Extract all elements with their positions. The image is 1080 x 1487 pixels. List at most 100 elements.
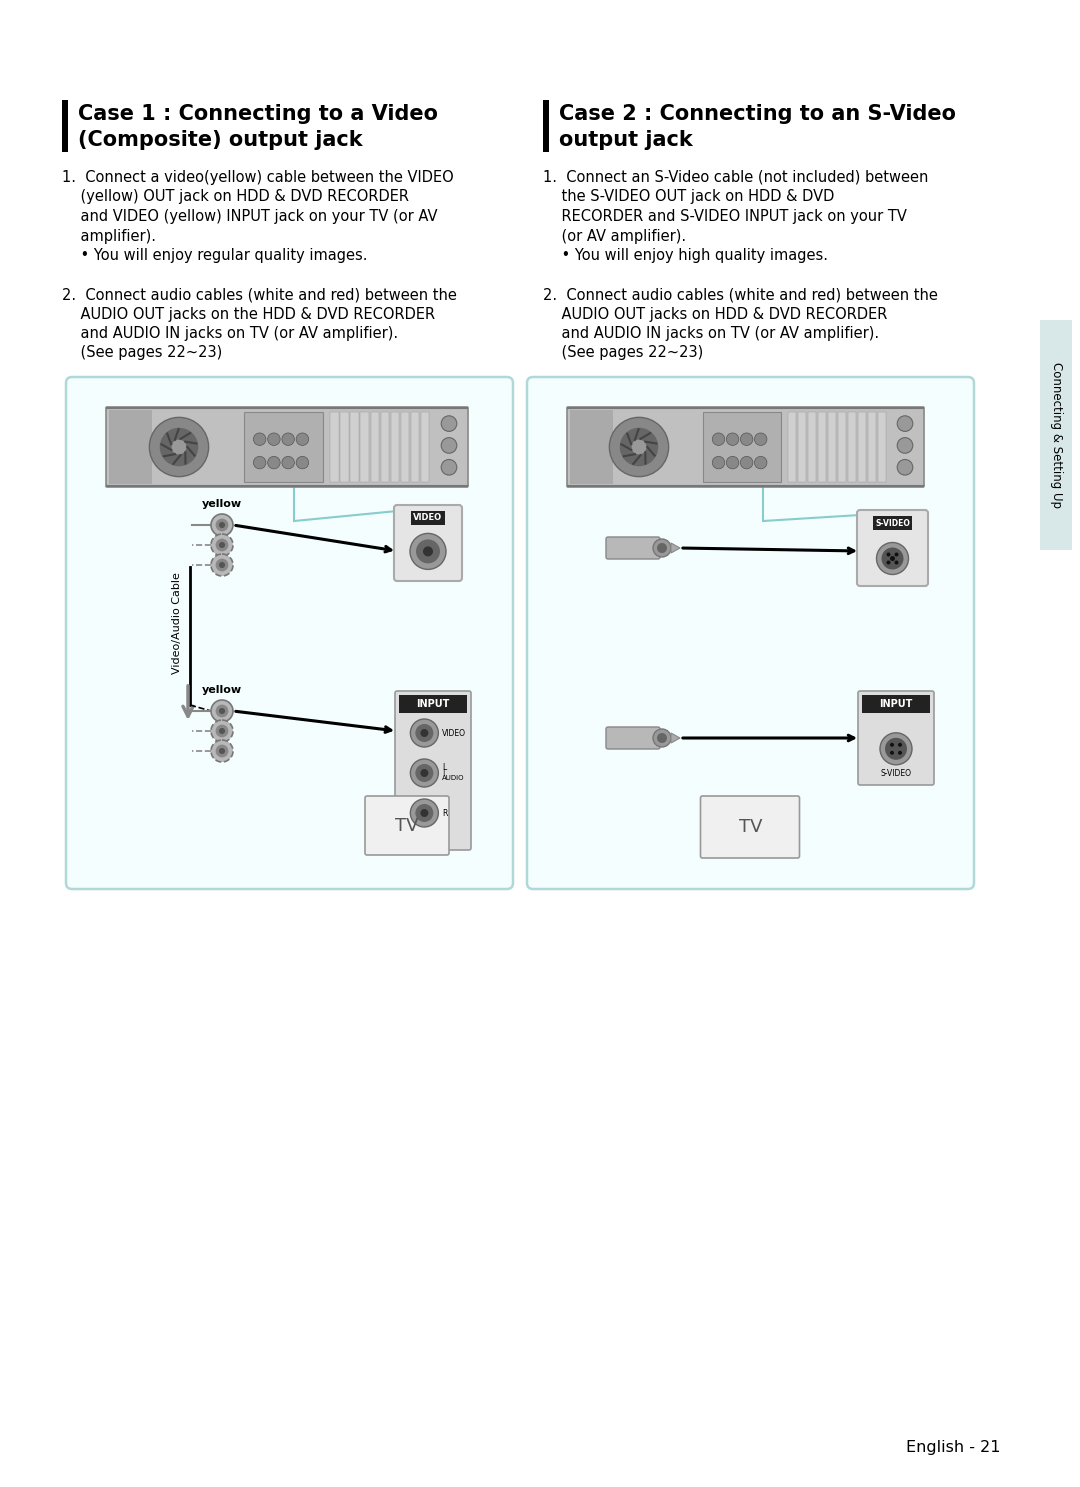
Circle shape	[713, 457, 725, 468]
Circle shape	[755, 457, 767, 468]
Bar	[818, 412, 826, 482]
Text: VIDEO: VIDEO	[443, 729, 467, 738]
Text: (Composite) output jack: (Composite) output jack	[78, 129, 363, 150]
Circle shape	[877, 543, 908, 574]
Circle shape	[890, 556, 895, 561]
Bar	[858, 412, 866, 482]
Circle shape	[211, 555, 233, 575]
Circle shape	[894, 553, 899, 556]
Text: Connecting & Setting Up: Connecting & Setting Up	[1050, 361, 1063, 509]
Circle shape	[410, 534, 446, 570]
Bar	[421, 412, 430, 482]
Circle shape	[727, 433, 739, 446]
Text: S-VIDEO: S-VIDEO	[875, 519, 910, 528]
Text: R: R	[443, 809, 448, 818]
Circle shape	[172, 440, 187, 455]
Circle shape	[897, 437, 913, 454]
Circle shape	[897, 459, 913, 474]
Circle shape	[653, 538, 671, 558]
Polygon shape	[671, 543, 680, 553]
Circle shape	[410, 758, 438, 787]
Circle shape	[254, 457, 266, 468]
Text: 1.  Connect a video(yellow) cable between the VIDEO: 1. Connect a video(yellow) cable between…	[62, 170, 454, 184]
Circle shape	[653, 729, 671, 746]
Text: and AUDIO IN jacks on TV (or AV amplifier).: and AUDIO IN jacks on TV (or AV amplifie…	[62, 326, 399, 341]
Circle shape	[416, 724, 433, 742]
Text: TV: TV	[739, 818, 762, 836]
Text: (yellow) OUT jack on HDD & DVD RECORDER: (yellow) OUT jack on HDD & DVD RECORDER	[62, 189, 409, 205]
Circle shape	[216, 559, 228, 571]
Text: (See pages 22~23): (See pages 22~23)	[543, 345, 703, 360]
Circle shape	[420, 729, 429, 738]
Circle shape	[890, 751, 894, 755]
FancyBboxPatch shape	[394, 506, 462, 581]
Text: yellow: yellow	[202, 500, 242, 509]
Circle shape	[442, 416, 457, 431]
Bar	[867, 412, 876, 482]
Text: • You will enjoy regular quality images.: • You will enjoy regular quality images.	[62, 248, 367, 263]
Bar	[848, 412, 856, 482]
Circle shape	[620, 428, 659, 467]
Circle shape	[442, 459, 457, 474]
Bar	[401, 412, 409, 482]
Circle shape	[416, 540, 440, 564]
Circle shape	[160, 428, 199, 467]
Bar	[410, 412, 419, 482]
Text: • You will enjoy high quality images.: • You will enjoy high quality images.	[543, 248, 828, 263]
Bar	[838, 412, 846, 482]
Text: INPUT: INPUT	[416, 699, 449, 709]
Circle shape	[741, 433, 753, 446]
Circle shape	[657, 733, 667, 744]
Circle shape	[420, 809, 429, 816]
Bar	[391, 412, 400, 482]
Circle shape	[216, 538, 228, 552]
Text: L: L	[443, 763, 447, 773]
Circle shape	[887, 553, 891, 556]
Circle shape	[254, 433, 266, 446]
FancyBboxPatch shape	[858, 691, 934, 785]
Text: TV: TV	[395, 816, 419, 836]
Text: the S-VIDEO OUT jack on HDD & DVD: the S-VIDEO OUT jack on HDD & DVD	[543, 189, 835, 205]
Circle shape	[219, 708, 225, 714]
Circle shape	[890, 744, 894, 746]
Bar	[798, 412, 807, 482]
FancyBboxPatch shape	[858, 510, 928, 586]
Circle shape	[897, 744, 902, 746]
Circle shape	[885, 738, 907, 760]
Text: 2.  Connect audio cables (white and red) between the: 2. Connect audio cables (white and red) …	[62, 287, 457, 302]
Circle shape	[211, 700, 233, 723]
FancyBboxPatch shape	[395, 691, 471, 851]
Bar	[570, 410, 612, 483]
Circle shape	[880, 733, 912, 764]
FancyBboxPatch shape	[365, 796, 449, 855]
Circle shape	[416, 764, 433, 782]
Circle shape	[219, 729, 225, 735]
Circle shape	[282, 433, 295, 446]
Text: output jack: output jack	[559, 129, 692, 150]
FancyBboxPatch shape	[701, 796, 799, 858]
Bar	[109, 410, 152, 483]
Polygon shape	[671, 733, 680, 744]
Circle shape	[609, 418, 669, 477]
Text: |: |	[443, 769, 445, 776]
Bar	[330, 412, 339, 482]
Bar	[399, 694, 467, 712]
Circle shape	[296, 433, 309, 446]
Circle shape	[657, 543, 667, 553]
Circle shape	[897, 416, 913, 431]
Circle shape	[219, 541, 225, 549]
Text: and VIDEO (yellow) INPUT jack on your TV (or AV: and VIDEO (yellow) INPUT jack on your TV…	[62, 210, 437, 225]
Text: and AUDIO IN jacks on TV (or AV amplifier).: and AUDIO IN jacks on TV (or AV amplifie…	[543, 326, 879, 341]
Bar	[361, 412, 369, 482]
Circle shape	[216, 519, 228, 531]
Circle shape	[713, 433, 725, 446]
Circle shape	[219, 522, 225, 528]
Circle shape	[881, 547, 904, 570]
Bar	[543, 100, 549, 152]
Circle shape	[211, 720, 233, 742]
Circle shape	[296, 457, 309, 468]
Text: (or AV amplifier).: (or AV amplifier).	[543, 229, 686, 244]
Circle shape	[755, 433, 767, 446]
Circle shape	[149, 418, 208, 477]
Text: 2.  Connect audio cables (white and red) between the: 2. Connect audio cables (white and red) …	[543, 287, 937, 302]
